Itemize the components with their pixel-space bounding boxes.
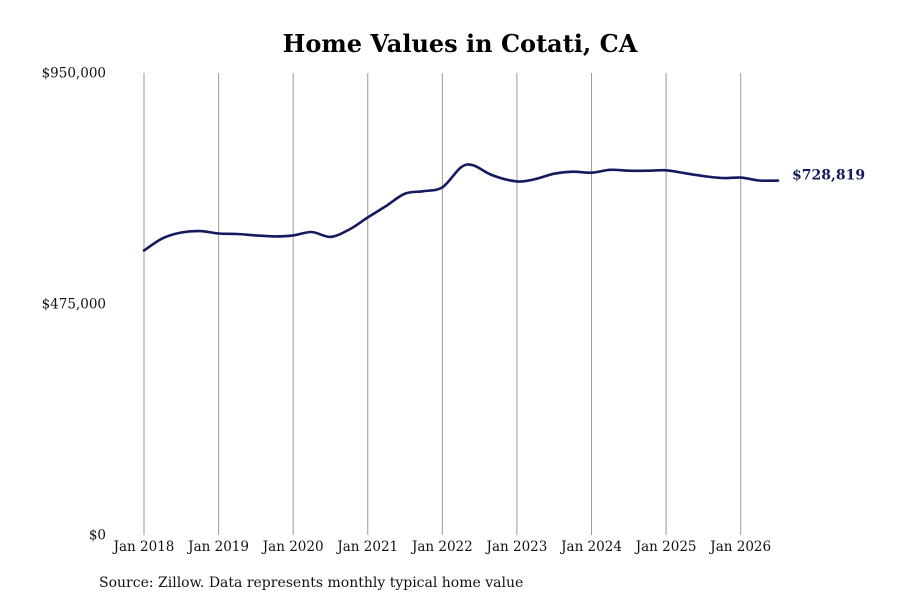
end-value-label: $728,819: [792, 168, 865, 184]
data-point-2022-01: [441, 186, 443, 188]
x-tick-label: Jan 2025: [634, 539, 697, 555]
x-tick-label: Jan 2022: [410, 539, 473, 555]
data-point-2026-01: [740, 176, 742, 178]
data-point-2026-04: [758, 179, 760, 181]
data-point-2019-04: [236, 233, 238, 235]
data-point-2023-10: [572, 171, 574, 173]
vertical-gridlines: [143, 73, 742, 535]
y-axis: $0 $475,000 $950,000: [42, 66, 106, 544]
data-point-2018-01: [143, 249, 145, 251]
data-point-2024-10: [646, 170, 648, 172]
data-point-2018-10: [199, 230, 201, 232]
x-axis: Jan 2018 Jan 2019 Jan 2020 Jan 2021 Jan 2022…: [112, 539, 772, 555]
data-point-2019-10: [273, 235, 275, 237]
x-tick-label: Jan 2024: [559, 539, 622, 555]
data-point-2020-04: [311, 231, 313, 233]
x-tick-label: Jan 2020: [261, 539, 324, 555]
series-line-home-value: [142, 163, 780, 252]
data-point-2023-01: [516, 180, 518, 182]
x-tick-label: Jan 2019: [186, 539, 249, 555]
data-point-2020-10: [348, 228, 350, 230]
data-point-2023-07: [553, 172, 555, 174]
data-point-2021-04: [385, 205, 387, 207]
x-tick-label: Jan 2018: [112, 539, 175, 555]
series-points: [143, 164, 779, 252]
data-point-2018-04: [161, 237, 163, 239]
data-point-2023-04: [534, 178, 536, 180]
data-point-2019-01: [217, 232, 219, 234]
data-point-2021-07: [404, 192, 406, 194]
x-tick-label: Jan 2021: [335, 539, 398, 555]
data-point-2022-09: [491, 174, 493, 176]
data-point-2022-04: [460, 166, 462, 168]
chart-title: Home Values in Cotati, CA: [283, 29, 638, 58]
data-point-2024-04: [609, 169, 611, 171]
data-point-2020-01: [292, 234, 294, 236]
data-point-2025-04: [684, 172, 686, 174]
data-point-2018-07: [180, 231, 182, 233]
y-tick-label: $475,000: [42, 297, 106, 313]
data-point-2020-07: [329, 236, 331, 238]
x-tick-label: Jan 2026: [708, 539, 771, 555]
data-point-2025-01: [665, 169, 667, 171]
data-point-2025-10: [721, 177, 723, 179]
data-point-2021-01: [367, 216, 369, 218]
data-point-2021-10: [423, 190, 425, 192]
data-point-2022-06: [472, 164, 474, 166]
data-point-2025-07: [702, 175, 704, 177]
data-point-2024-07: [628, 170, 630, 172]
source-note: Source: Zillow. Data represents monthly …: [99, 575, 523, 591]
data-point-2024-01: [590, 171, 592, 173]
x-tick-label: Jan 2023: [485, 539, 548, 555]
data-point-2019-07: [255, 234, 257, 236]
y-tick-label: $950,000: [42, 66, 106, 82]
y-tick-label: $0: [89, 528, 106, 544]
data-point-2026-07: [777, 179, 779, 181]
